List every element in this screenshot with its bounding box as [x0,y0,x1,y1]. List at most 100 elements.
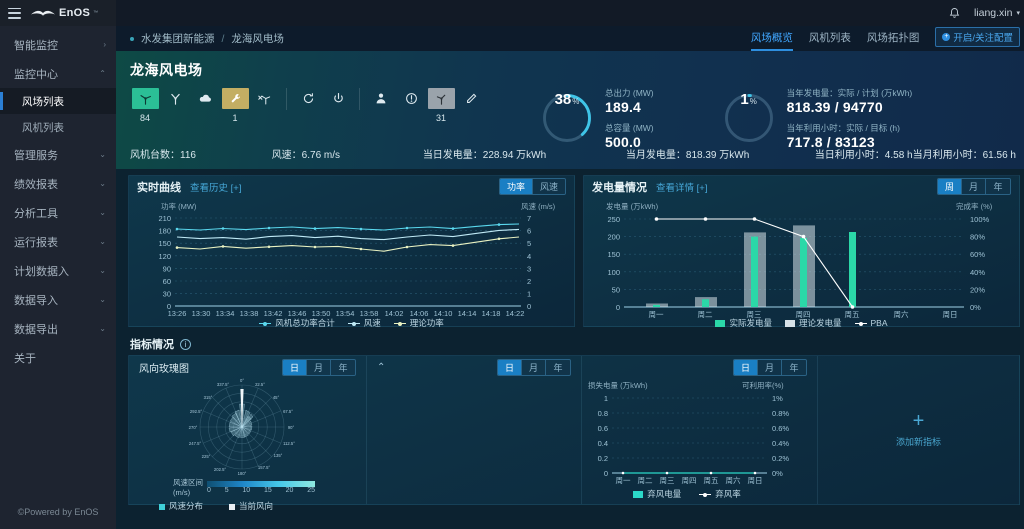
svg-text:120: 120 [158,252,171,261]
svg-text:风速 (m/s): 风速 (m/s) [521,202,556,211]
segment-day[interactable]: 日 [497,359,522,375]
segment-year[interactable]: 年 [782,359,806,375]
view-detail-link[interactable]: 查看详情 [+] [656,182,708,194]
segment-month[interactable]: 月 [757,359,782,375]
segment-month[interactable]: 月 [961,179,986,194]
sidebar-item-label: 管理服务 [14,149,58,162]
svg-text:157.5°: 157.5° [258,465,270,470]
turbine-limited-icon[interactable] [252,88,279,109]
offline-icon[interactable] [427,88,455,109]
sidebar-item-data-import[interactable]: 数据导入 ⌄ [0,285,116,314]
sidebar-item-monitoring-center[interactable]: 监控中心 ⌃ [0,59,116,88]
svg-text:14:06: 14:06 [410,309,429,318]
segment-year[interactable]: 年 [331,359,355,375]
sidebar-item-about[interactable]: 关于 [0,343,116,372]
segment-power[interactable]: 功率 [499,179,533,194]
user-menu[interactable]: liang.xin ▾ [974,7,1020,19]
metric-total-output: 总出力 (MW) 189.4 [605,87,654,115]
svg-text:周五: 周五 [704,476,719,485]
legend-item-actual: 实际发电量 [715,317,772,329]
segment-day[interactable]: 日 [733,359,758,375]
svg-text:7: 7 [527,214,531,223]
annual-gauge: 1 % [722,91,776,145]
sidebar-item-turbine-list[interactable]: 风机列表 [0,114,116,140]
segment-windspeed[interactable]: 风速 [532,179,565,194]
sidebar-item-plan-data-entry[interactable]: 计划数据入 ⌄ [0,256,116,285]
segment-day[interactable]: 日 [282,359,307,375]
scale-tick: 10 [242,486,251,494]
svg-text:22.5°: 22.5° [255,382,265,387]
refresh-icon[interactable] [295,88,322,109]
sidebar-item-smart-monitoring[interactable]: 智能监控 › [0,30,116,59]
segment-month[interactable]: 月 [306,359,331,375]
farm-header-left: 龙海风电场 84 [116,51,536,169]
svg-text:135°: 135° [274,453,283,458]
middle-segment-control: 日 月 年 [496,358,571,376]
sidebar-item-label: 风机列表 [22,121,64,134]
tab-farm-overview[interactable]: 风场概览 [750,26,793,51]
chevron-up-icon[interactable]: ⌃ [377,361,386,373]
view-history-link[interactable]: 查看历史 [+] [190,182,242,194]
legend-label: 风速分布 [169,501,204,511]
svg-text:0.4%: 0.4% [772,439,789,448]
tab-farm-topology[interactable]: 风场拓扑图 [866,32,920,44]
svg-text:周五: 周五 [845,310,860,319]
metric-label: 总容量 (MW) [605,122,654,133]
menu-icon[interactable] [8,7,21,19]
svg-text:14:10: 14:10 [434,309,453,318]
person-icon[interactable] [368,88,395,109]
sidebar-item-label: 智能监控 [14,39,58,52]
scale-tick: 25 [307,486,315,494]
svg-text:13:54: 13:54 [336,309,355,318]
svg-text:14:22: 14:22 [506,309,525,318]
sidebar-item-performance-report[interactable]: 绩效报表 ⌄ [0,169,116,198]
svg-text:3: 3 [527,264,531,273]
info-icon[interactable]: i [180,338,191,350]
sidebar-item-analysis-tools[interactable]: 分析工具 ⌄ [0,198,116,227]
power-icon[interactable] [325,88,352,109]
svg-text:100: 100 [607,268,620,277]
svg-text:13:26: 13:26 [168,309,187,318]
sidebar-item-data-export[interactable]: 数据导出 ⌄ [0,314,116,343]
segment-year[interactable]: 年 [546,359,570,375]
svg-text:150: 150 [607,250,620,259]
wind-speed-gradient [207,480,315,487]
svg-text:250: 250 [607,215,620,224]
gauge-ring [724,94,773,142]
wrench-icon[interactable] [221,88,249,109]
wind-rose-panel: 风向玫瑰图 日 月 年 [129,356,367,511]
sidebar-item-management-service[interactable]: 管理服务 ⌄ [0,140,116,169]
tab-bar: 水发集团新能源 / 龙海风电场 风场概览 风机列表 风场拓扑图 + 开启/关注配… [116,26,1024,51]
turbine-running-icon[interactable] [131,88,159,109]
svg-text:270°: 270° [189,425,198,430]
svg-text:0.4: 0.4 [598,439,608,448]
panel-header: 日 月 年 [582,356,817,378]
status-count: 1 [232,113,238,123]
pencil-icon[interactable] [458,88,485,109]
svg-text:13:30: 13:30 [192,309,211,318]
cloud-icon[interactable] [192,88,219,109]
tab-turbine-list[interactable]: 风机列表 [808,32,851,44]
sidebar-item-farm-list[interactable]: 风场列表 [0,88,116,114]
svg-text:30: 30 [163,290,171,299]
chevron-down-icon: ⌄ [99,237,106,246]
gauge-value: 1 [740,91,749,108]
config-button[interactable]: + 开启/关注配置 [935,27,1020,47]
turbine-idle-icon[interactable] [162,88,189,109]
svg-text:2: 2 [527,277,531,286]
svg-text:13:46: 13:46 [288,309,307,318]
chevron-down-icon: ⌄ [99,150,106,159]
svg-text:0: 0 [167,302,171,311]
segment-week[interactable]: 周 [937,179,962,194]
breadcrumb-root[interactable]: 水发集团新能源 [141,33,215,45]
segment-month[interactable]: 月 [521,359,546,375]
gauge-value-wrap: 38 % [540,91,594,145]
svg-text:0.2: 0.2 [598,454,608,463]
bell-icon[interactable] [948,7,960,19]
annual-gauge-block: 1 % 当年发电量：实际 / 计划 (万kWh) 818.39 / 94770 … [722,51,912,169]
sidebar-item-operation-report[interactable]: 运行报表 ⌄ [0,227,116,256]
alert-icon[interactable] [398,88,425,109]
status-count: 31 [435,113,446,123]
add-indicator-button[interactable]: + 添加新指标 [818,356,1019,504]
segment-year[interactable]: 年 [986,179,1010,194]
